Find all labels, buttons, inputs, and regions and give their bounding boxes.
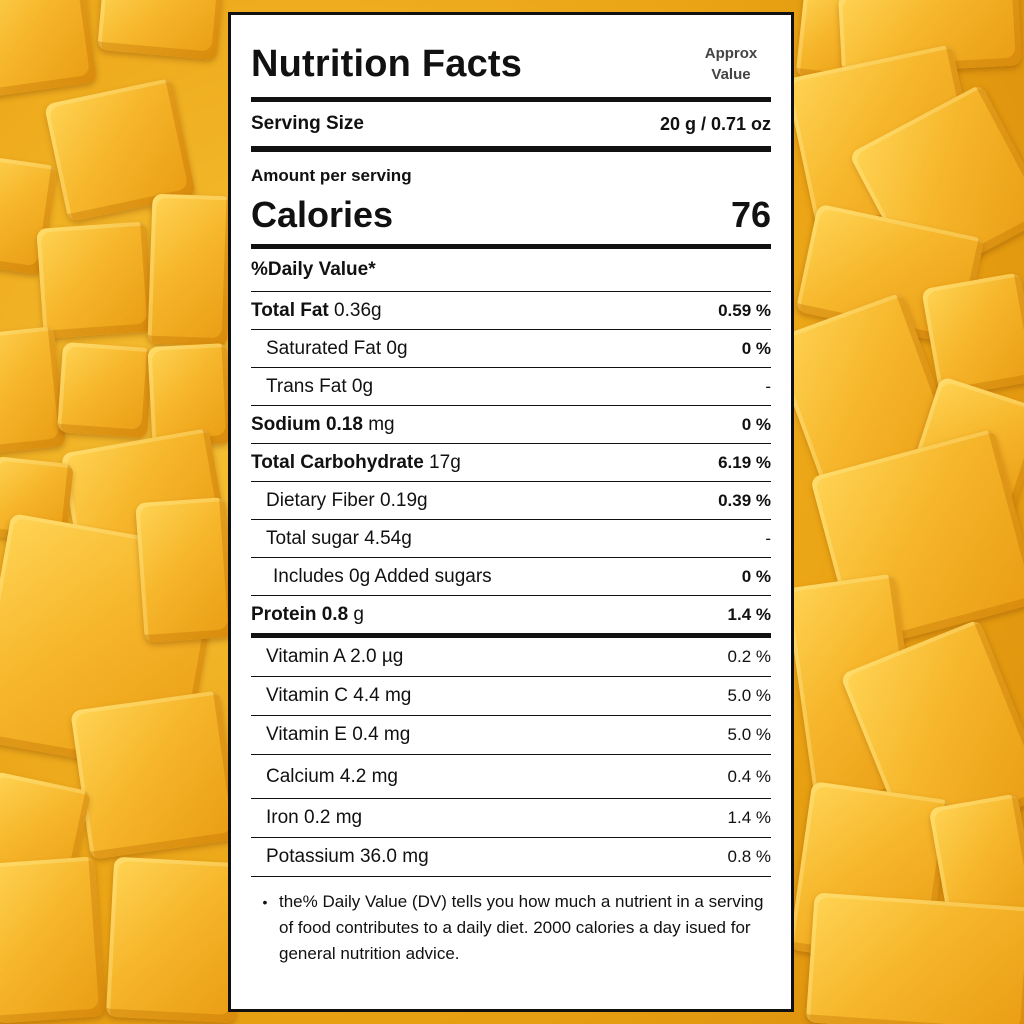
daily-value: - — [765, 376, 771, 396]
daily-value: 5.0 % — [727, 725, 771, 744]
mineral-row-iron: Iron 0.2 mg 1.4 % — [251, 799, 771, 838]
nutrient-row-sodium: Sodium 0.18 mg 0 % — [251, 406, 771, 444]
daily-value: 0.59 % — [718, 300, 771, 320]
approx-value-note: Approx Value — [704, 45, 758, 83]
daily-value: 0.2 % — [727, 647, 771, 666]
bullet-icon: • — [262, 894, 268, 910]
daily-value-header: %Daily Value* — [251, 249, 771, 292]
daily-value: 5.0 % — [727, 686, 771, 705]
divider-thick — [251, 146, 771, 152]
daily-value: 0.39 % — [718, 490, 771, 510]
daily-value: 0.4 % — [727, 766, 771, 786]
serving-size-value: 20 g / 0.71 oz — [659, 113, 771, 134]
daily-value: 1.4 % — [727, 808, 771, 827]
vitamin-row-e: Vitamin E 0.4 mg 5.0 % — [251, 716, 771, 755]
calories-row: Calories 76 — [251, 186, 771, 244]
nutrient-row-saturated-fat: Saturated Fat 0g 0 % — [251, 330, 771, 368]
nutrient-row-protein: Protein 0.8 g 1.4 % — [251, 603, 771, 625]
vitamin-row-c: Vitamin C 4.4 mg 5.0 % — [251, 677, 771, 716]
serving-size-row: Serving Size 20 g / 0.71 oz — [251, 102, 771, 146]
divider-thick — [251, 244, 771, 249]
divider-thick — [251, 633, 771, 638]
mineral-row-potassium: Potassium 36.0 mg 0.8 % — [251, 838, 771, 877]
divider-thick — [251, 97, 771, 102]
daily-value: 6.19 % — [718, 452, 771, 472]
nutrient-row-added-sugars: Includes 0g Added sugars 0 % — [251, 558, 771, 596]
nutrition-title: Nutrition Facts — [251, 43, 523, 85]
nutrient-row-total-sugar: Total sugar 4.54g - — [251, 520, 771, 558]
daily-value: 0 % — [741, 566, 771, 586]
calories-value: 76 — [730, 194, 771, 235]
amount-per-serving: Amount per serving — [251, 166, 412, 185]
nutrition-facts-panel: Nutrition Facts Approx Value Serving Siz… — [228, 12, 794, 1012]
serving-size-label: Serving Size — [251, 113, 364, 134]
daily-value-footnote: • the% Daily Value (DV) tells you how mu… — [251, 889, 771, 967]
daily-value: - — [765, 528, 771, 548]
daily-value: 0 % — [741, 414, 771, 434]
daily-value: 0.8 % — [727, 847, 771, 866]
calories-label: Calories — [251, 194, 394, 235]
vitamin-row-a: Vitamin A 2.0 µg 0.2 % — [251, 638, 771, 677]
nutrient-row-trans-fat: Trans Fat 0g - — [251, 368, 771, 406]
nutrient-row-dietary-fiber: Dietary Fiber 0.19g 0.39 % — [251, 482, 771, 520]
daily-value: 1.4 % — [727, 604, 771, 624]
daily-value: 0 % — [741, 338, 771, 358]
nutrient-row-total-fat: Total Fat 0.36g 0.59 % — [251, 292, 771, 330]
mineral-row-calcium: Calcium 4.2 mg 0.4 % — [251, 755, 771, 799]
nutrient-row-total-carbohydrate: Total Carbohydrate 17g 6.19 % — [251, 444, 771, 482]
